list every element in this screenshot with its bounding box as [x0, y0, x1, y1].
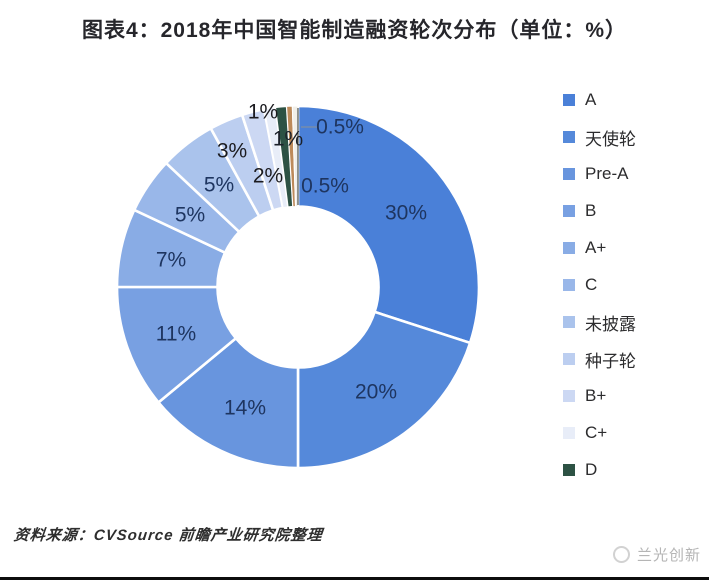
brand-logo-icon [612, 546, 630, 563]
slice-value-label: 30% [385, 202, 427, 225]
legend-item-Pre-A: Pre-A [563, 164, 636, 184]
pie-slice-天使轮 [296, 310, 472, 470]
legend-swatch [563, 94, 575, 106]
legend-label: A [585, 90, 597, 109]
pie-slice-A [296, 104, 481, 345]
slice-value-label: 7% [156, 249, 186, 272]
legend-swatch [563, 131, 575, 143]
legend-swatch [563, 279, 575, 291]
slice-value-label: 5% [204, 174, 234, 197]
legend-item-天使轮: 天使轮 [563, 127, 636, 149]
chart-title: 图表4：2018年中国智能制造融资轮次分布（单位：%） [81, 19, 628, 42]
slice-value-label: 5% [175, 204, 205, 227]
legend-label: 未披露 [585, 314, 636, 334]
brand-name: 兰光创新 [636, 547, 701, 564]
legend-swatch [563, 316, 575, 328]
pie-slice-Pre-A [156, 336, 300, 470]
pie-slice-unlabeled [291, 105, 299, 208]
slice-value-label: 2% [253, 165, 283, 188]
legend-label: 种子轮 [585, 351, 636, 371]
legend-item-未披露: 未披露 [563, 312, 636, 334]
slice-value-label: 0.5% [301, 175, 349, 198]
legend-label: C [585, 275, 598, 294]
legend-swatch [563, 427, 575, 439]
legend-swatch [563, 168, 575, 180]
legend-swatch [563, 390, 575, 402]
slice-value-label: 0.5% [316, 116, 364, 139]
legend-swatch [563, 464, 575, 476]
legend-swatch [563, 242, 575, 254]
legend-label: B [585, 201, 597, 220]
legend-label: B+ [585, 386, 607, 405]
slice-value-label: 11% [156, 323, 196, 346]
donut-chart: 30% 20% 14% 11% 7% 5% 5% 3% 2% 1% 1% 0.5% 0.5% [115, 101, 481, 470]
legend-item-A+: A+ [563, 238, 636, 258]
legend-item-B+: B+ [563, 386, 636, 406]
legend-item-A: A [563, 90, 636, 110]
legend-label: Pre-A [585, 164, 629, 183]
legend-label: A+ [585, 238, 607, 257]
legend-label: C+ [585, 423, 608, 442]
legend-item-种子轮: 种子轮 [563, 349, 636, 371]
slice-value-label: 14% [224, 397, 266, 420]
slice-value-label: 3% [217, 140, 247, 163]
legend-label: D [585, 460, 598, 479]
legend-swatch [563, 353, 575, 365]
legend-item-C+: C+ [563, 423, 636, 443]
bottom-divider [0, 577, 709, 580]
legend-label: 天使轮 [585, 129, 636, 149]
slice-value-label: 1% [273, 128, 303, 151]
brand: 兰光创新 [612, 544, 701, 565]
slice-value-label: 1% [248, 101, 278, 124]
legend-item-D: D [563, 460, 636, 480]
slice-value-label: 20% [355, 381, 397, 404]
legend-item-C: C [563, 275, 636, 295]
legend: A 天使轮 Pre-A B A+ C 未披露种子轮 B+ C+ D [563, 90, 636, 497]
legend-item-B: B [563, 201, 636, 221]
source-note: 资料来源：CVSource 前瞻产业研究院整理 [13, 527, 324, 544]
legend-swatch [563, 205, 575, 217]
